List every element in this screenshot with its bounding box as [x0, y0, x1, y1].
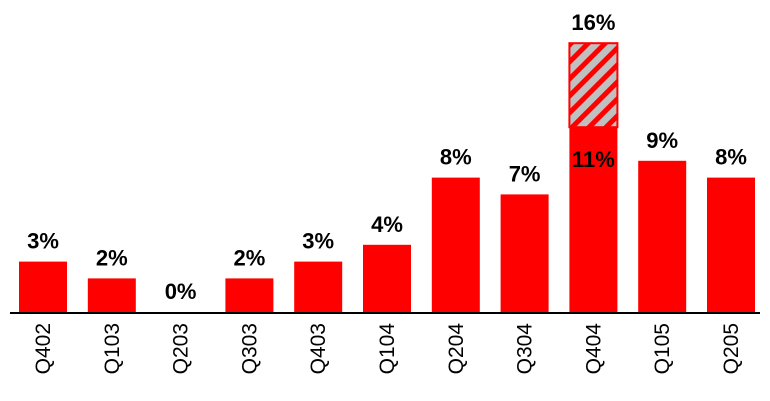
data-label-q404: 11%	[572, 147, 615, 172]
data-label-q205: 8%	[715, 145, 747, 170]
data-label-q104: 4%	[371, 212, 403, 237]
data-label-q304: 7%	[509, 161, 541, 186]
bar-q403	[294, 261, 343, 312]
bar-q402	[19, 261, 67, 312]
tick-label-q403: Q403	[307, 323, 330, 374]
bar-q404	[569, 127, 618, 312]
bar-q303	[225, 278, 274, 312]
tick-label-q203: Q203	[170, 323, 193, 374]
tick-label-q204: Q204	[445, 323, 468, 375]
tick-label-q205: Q205	[720, 323, 743, 374]
data-label-q403: 3%	[302, 229, 334, 254]
bar-q104	[363, 244, 411, 312]
tick-label-q103: Q103	[101, 323, 124, 374]
tick-label-q104: Q104	[376, 323, 399, 375]
bar-q105	[638, 160, 687, 312]
data-label-q203: 0%	[165, 279, 197, 304]
tick-label-q402: Q402	[32, 323, 55, 374]
tick-label-q304: Q304	[514, 323, 537, 375]
bar-q304	[500, 194, 549, 312]
bar-q204	[431, 177, 480, 312]
bar-q404-extra-segment	[568, 42, 619, 129]
bar-q103	[87, 278, 136, 312]
tick-label-q404: Q404	[582, 323, 605, 375]
data-label-q204: 8%	[440, 145, 472, 170]
labels-layer: 3% 2% 0% 2% 3% 4% 8% 7% 16% 11% 9% 8%	[27, 10, 747, 304]
data-label-q103: 2%	[96, 245, 128, 270]
tick-label-q303: Q303	[238, 323, 261, 374]
data-label-q303: 2%	[234, 245, 266, 270]
data-label-q404-total: 16%	[571, 10, 615, 35]
data-label-q105: 9%	[646, 128, 678, 153]
tick-labels-layer: Q402 Q103 Q203 Q303 Q403 Q104 Q204 Q304 Q404 Q105…	[32, 323, 743, 375]
bar-q205	[707, 177, 755, 312]
tick-label-q105: Q105	[651, 323, 674, 374]
bars-layer	[19, 42, 755, 312]
data-label-q402: 3%	[27, 229, 59, 254]
